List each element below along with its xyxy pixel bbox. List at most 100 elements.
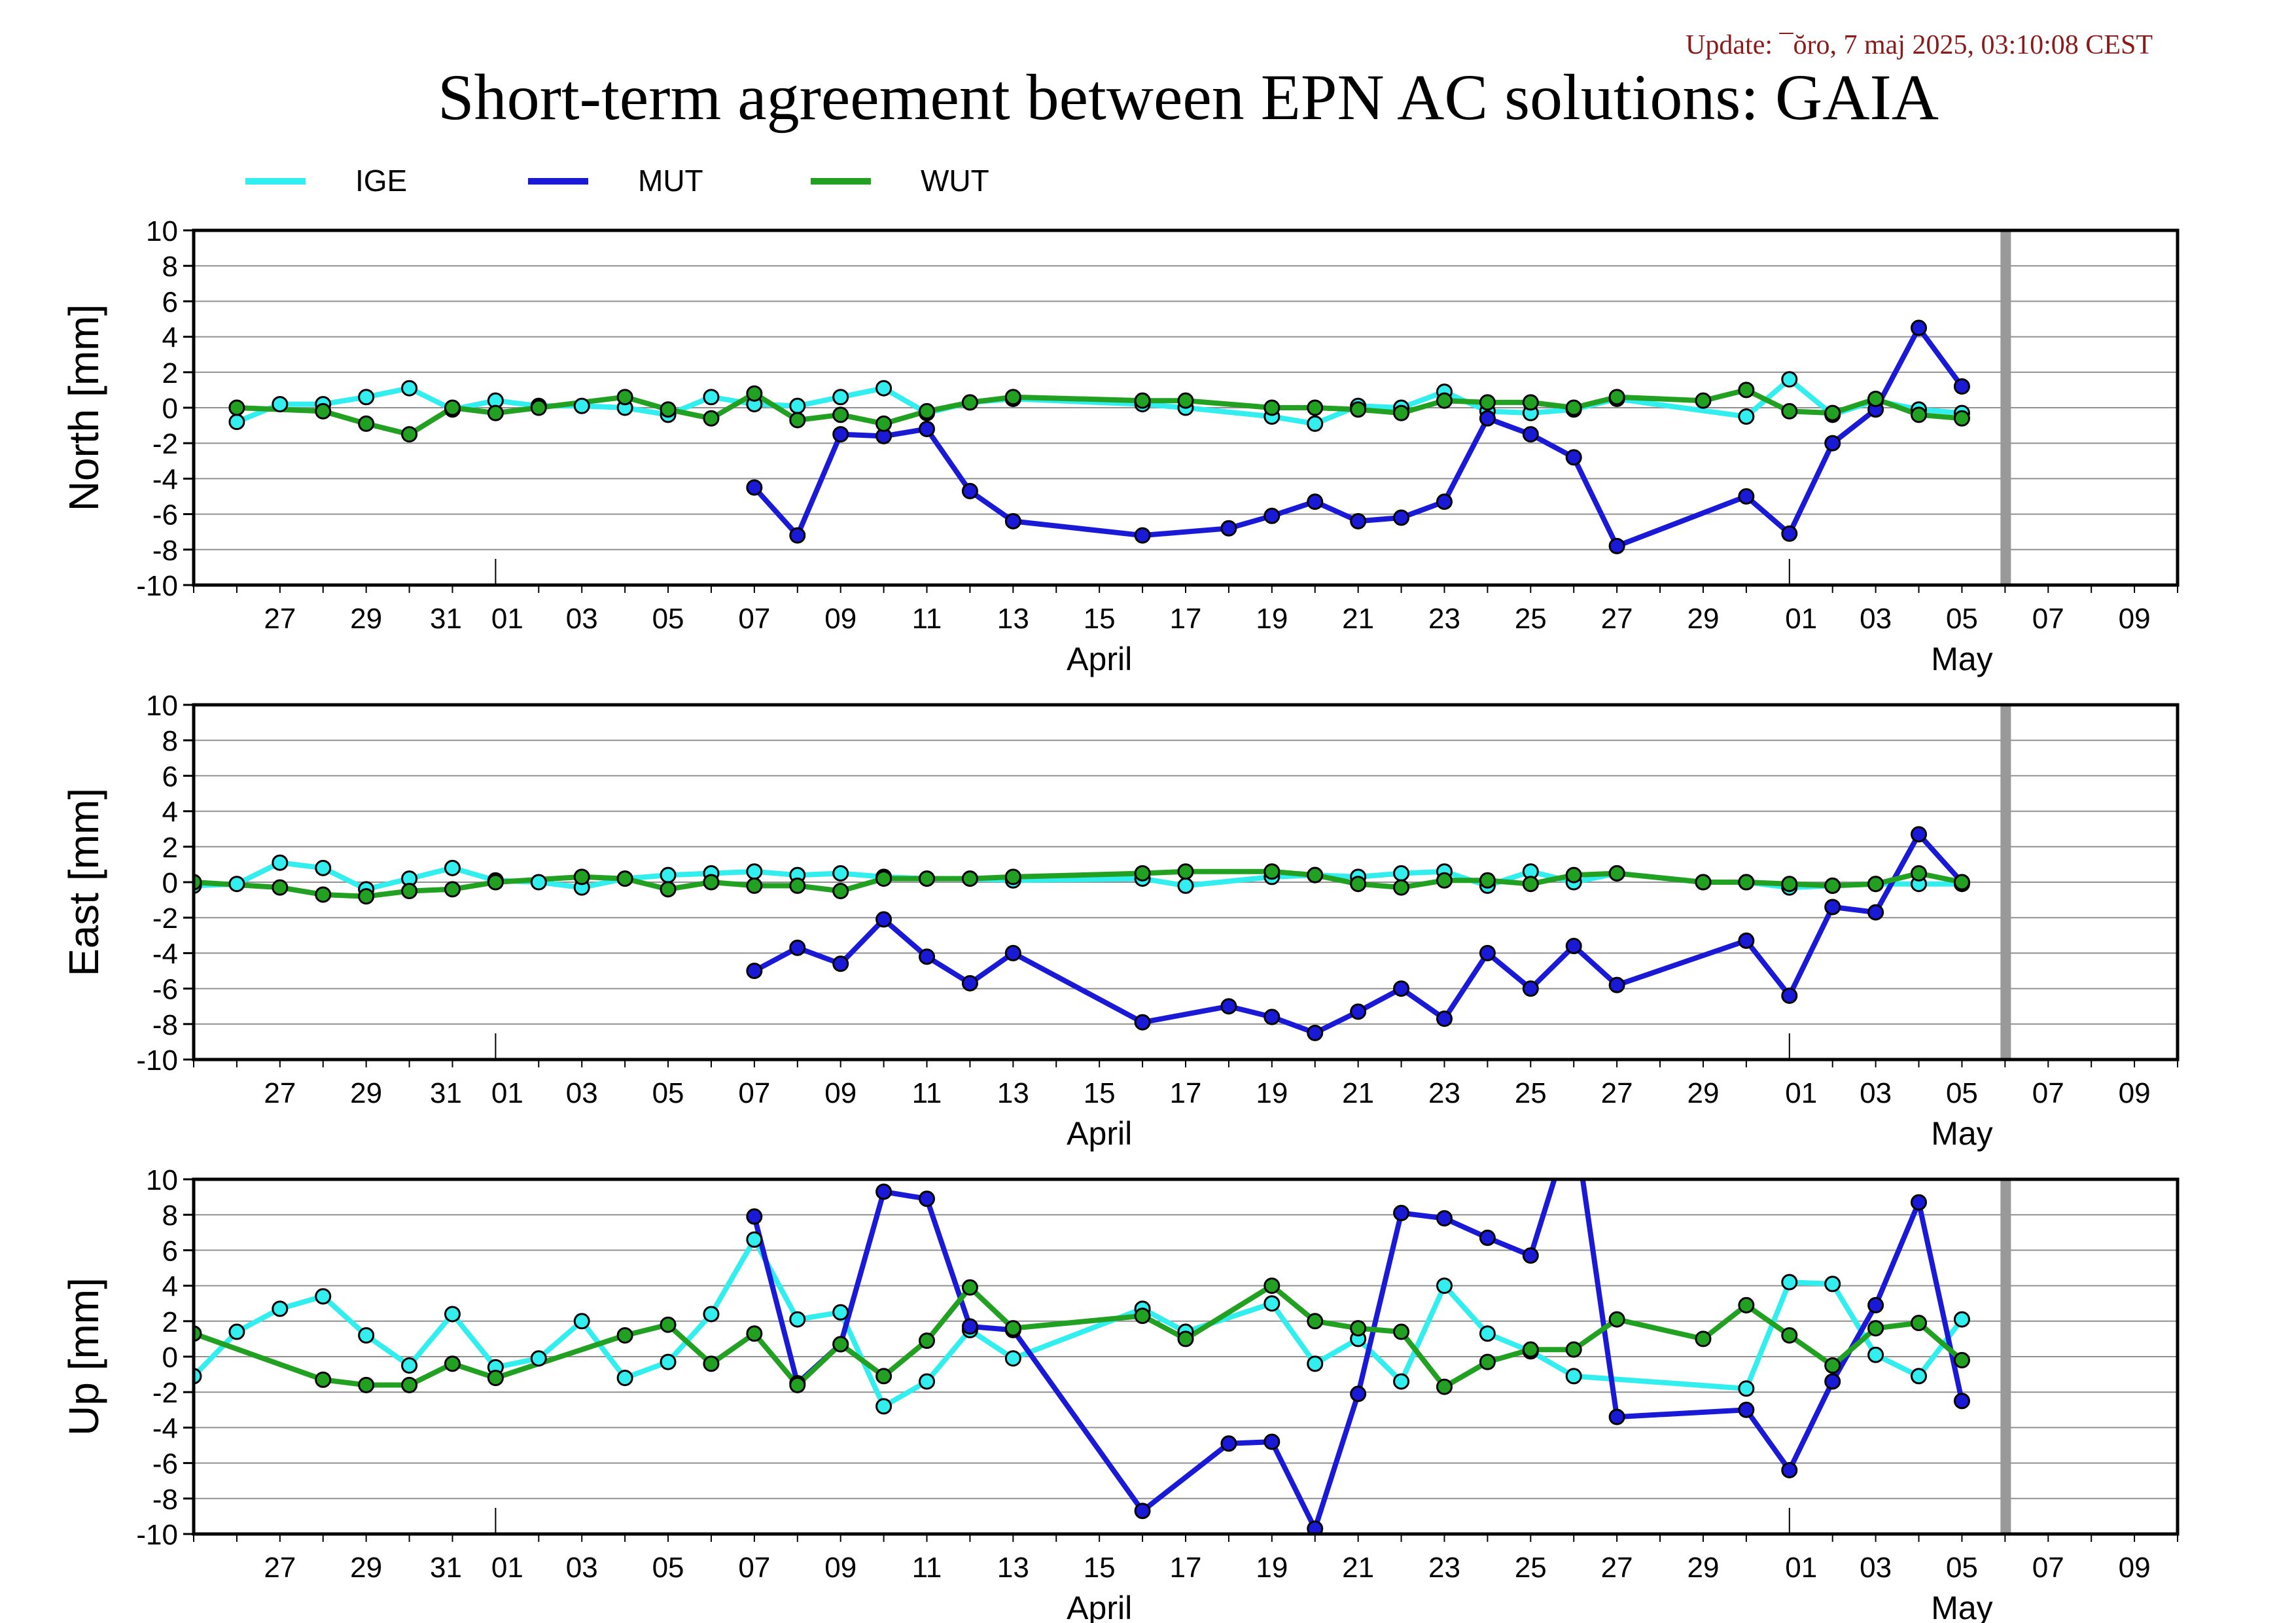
point-mut [1781, 525, 1798, 542]
point-wut [660, 881, 677, 898]
point-wut [1307, 1313, 1324, 1330]
point-mut [789, 939, 806, 956]
y-tick-label: 4 [162, 796, 178, 829]
legend-label-ige: IGE [355, 164, 407, 198]
point-wut [919, 870, 936, 887]
x-tick-label: 23 [1428, 1077, 1460, 1109]
point-wut [1781, 402, 1798, 419]
y-tick-label: -6 [152, 974, 178, 1006]
point-mut [1436, 1010, 1453, 1027]
point-mut [1350, 512, 1367, 529]
point-wut [1565, 866, 1582, 883]
point-wut [530, 399, 547, 416]
y-tick-label: -4 [152, 463, 178, 495]
point-wut [832, 883, 849, 900]
point-wut [1263, 1277, 1280, 1294]
y-tick-label: -4 [152, 1412, 178, 1444]
x-tick-label: 25 [1515, 603, 1547, 635]
point-ige [1393, 865, 1410, 882]
point-wut [1436, 1378, 1453, 1395]
y-tick-label: -2 [152, 428, 178, 460]
point-wut [789, 412, 806, 429]
point-wut [1824, 1357, 1841, 1374]
x-tick-label: 03 [566, 603, 598, 635]
month-label-may: May [1931, 1115, 1992, 1152]
point-mut [1263, 1008, 1280, 1026]
point-wut [487, 404, 504, 421]
x-tick-label: 01 [1785, 603, 1817, 635]
series-group [194, 826, 1970, 1041]
point-wut [1522, 394, 1539, 411]
y-tick-label: 2 [162, 357, 178, 389]
point-wut [616, 870, 633, 887]
point-wut [272, 879, 289, 896]
point-wut [1307, 866, 1324, 883]
point-wut [1565, 399, 1582, 416]
point-wut [1134, 1308, 1151, 1325]
point-wut [358, 1376, 375, 1393]
point-mut [1220, 1435, 1237, 1452]
point-mut [746, 963, 763, 979]
point-wut [1350, 876, 1367, 893]
point-mut [919, 948, 936, 965]
point-wut [660, 1316, 677, 1333]
x-tick-label: 23 [1428, 1552, 1460, 1584]
x-tick-label: 21 [1342, 1552, 1374, 1584]
x-tick-label: 11 [912, 1552, 942, 1584]
point-ige [573, 397, 590, 414]
point-mut [919, 1190, 936, 1207]
x-tick-label: 25 [1515, 1552, 1547, 1584]
point-ige [401, 1357, 418, 1374]
point-wut [1134, 392, 1151, 409]
point-mut [1953, 1393, 1970, 1410]
current-date-bar [2000, 1179, 2011, 1534]
x-tick-label: 21 [1342, 603, 1374, 635]
point-wut [616, 389, 633, 406]
point-wut [444, 881, 461, 898]
point-wut [1695, 874, 1712, 891]
x-tick-label: 27 [264, 1077, 296, 1109]
point-mut [1911, 1194, 1928, 1211]
y-tick-label: -10 [136, 570, 178, 602]
legend-label-wut: WUT [921, 164, 989, 198]
point-ige [832, 865, 849, 882]
y-tick-label: 6 [162, 1235, 178, 1267]
point-ige [228, 1323, 245, 1340]
x-tick-label: 01 [491, 1077, 523, 1109]
point-ige [1867, 1346, 1884, 1363]
point-mut [1479, 944, 1496, 961]
point-wut [1479, 394, 1496, 411]
x-tick-label: 27 [264, 1552, 296, 1584]
point-ige [660, 1353, 677, 1370]
point-ige [228, 876, 245, 893]
point-wut [487, 874, 504, 891]
x-tick-label: 09 [824, 603, 857, 635]
series-group [194, 1110, 1970, 1534]
point-ige [1177, 877, 1194, 894]
y-tick-label: 0 [162, 393, 178, 425]
y-tick-label: -8 [152, 535, 178, 567]
x-tick-label: 21 [1342, 1077, 1374, 1109]
point-mut [1953, 378, 1970, 395]
x-tick-label: 07 [738, 1552, 770, 1584]
x-tick-label: 07 [2032, 603, 2064, 635]
y-tick-label: 6 [162, 760, 178, 793]
x-tick-label: 05 [1946, 1077, 1978, 1109]
point-wut [1177, 863, 1194, 880]
point-mut [746, 479, 763, 496]
point-ige [272, 1300, 289, 1317]
point-mut [1436, 493, 1453, 510]
point-wut [1824, 877, 1841, 894]
y-tick-label: 10 [146, 1164, 178, 1196]
y-tick-label: -4 [152, 938, 178, 970]
point-wut [961, 394, 978, 411]
point-mut [1738, 932, 1755, 949]
point-ige [530, 874, 547, 891]
point-mut [1608, 976, 1625, 993]
x-tick-label: 27 [1601, 603, 1633, 635]
point-mut [1566, 1110, 1581, 1124]
point-ige [1393, 1373, 1410, 1390]
point-wut [194, 1325, 202, 1342]
